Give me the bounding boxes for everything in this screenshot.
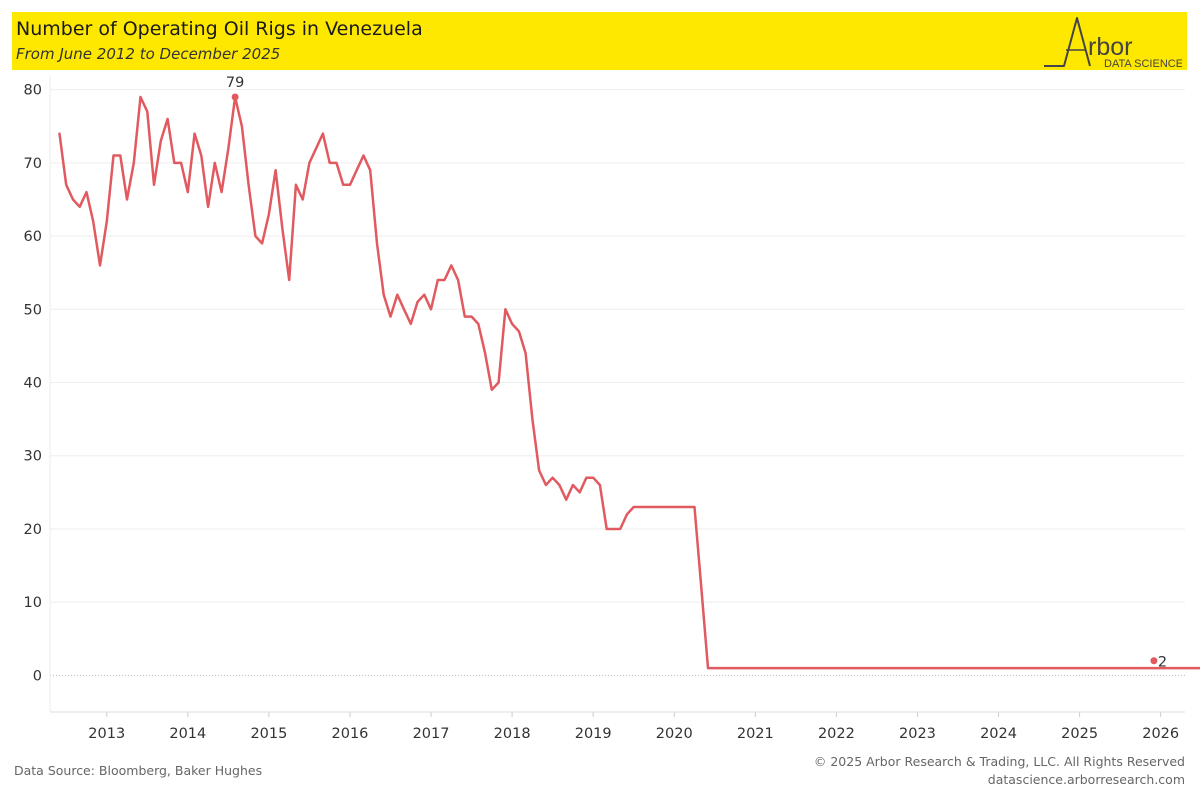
axes bbox=[49, 75, 1185, 713]
x-tick-label: 2018 bbox=[494, 726, 531, 742]
logo-tagline: DATA SCIENCE bbox=[1104, 58, 1182, 68]
x-tick-label: 2024 bbox=[980, 726, 1017, 742]
logo-wordmark: rbor bbox=[1088, 33, 1132, 61]
x-tick-label: 2013 bbox=[88, 726, 125, 742]
y-tick-label: 0 bbox=[33, 668, 42, 684]
x-tick-label: 2019 bbox=[575, 726, 612, 742]
y-tick-label: 80 bbox=[24, 83, 42, 99]
y-tick-label: 70 bbox=[24, 156, 42, 172]
y-tick-label: 50 bbox=[24, 302, 42, 318]
annotation-label: 79 bbox=[226, 75, 244, 91]
chart-subtitle: From June 2012 to December 2025 bbox=[16, 45, 281, 63]
x-tick-label: 2020 bbox=[656, 726, 693, 742]
series bbox=[58, 95, 1200, 670]
gridlines bbox=[50, 89, 1185, 676]
x-tick-label: 2014 bbox=[169, 726, 206, 742]
x-tick-label: 2023 bbox=[899, 726, 936, 742]
x-tick-label: 2015 bbox=[250, 726, 287, 742]
annotation-point bbox=[1150, 657, 1158, 665]
x-tick-label: 2017 bbox=[413, 726, 450, 742]
x-tick-label: 2021 bbox=[737, 726, 774, 742]
x-tick-label: 2026 bbox=[1142, 726, 1179, 742]
annotations: 79 2 bbox=[226, 75, 1167, 671]
website-link[interactable]: datascience.arborresearch.com bbox=[987, 772, 1185, 787]
y-tick-label: 10 bbox=[24, 595, 42, 611]
x-tick-label: 2022 bbox=[818, 726, 855, 742]
annotation-label: 2 bbox=[1158, 655, 1167, 671]
chart-title: Number of Operating Oil Rigs in Venezuel… bbox=[16, 18, 423, 40]
y-tick-label: 20 bbox=[24, 522, 42, 538]
annotation-point bbox=[231, 93, 239, 101]
x-tick-label: 2016 bbox=[332, 726, 369, 742]
y-axis-ticks: 0 10 20 30 40 50 60 70 80 bbox=[24, 83, 42, 685]
data-source-note: Data Source: Bloomberg, Baker Hughes bbox=[14, 763, 263, 778]
x-tick-label: 2025 bbox=[1061, 726, 1098, 742]
y-tick-label: 60 bbox=[24, 229, 42, 245]
x-axis-ticks: 2013 2014 2015 2016 2017 2018 2019 2020 2021 2022… bbox=[88, 712, 1179, 742]
logo-mountain-icon bbox=[1044, 17, 1091, 67]
series-line-0 bbox=[58, 95, 1200, 670]
y-tick-label: 30 bbox=[24, 449, 42, 465]
y-tick-label: 40 bbox=[24, 376, 42, 392]
title-banner: Number of Operating Oil Rigs in Venezuel… bbox=[12, 12, 1187, 70]
copyright-notice: © 2025 Arbor Research & Trading, LLC. Al… bbox=[813, 754, 1185, 769]
arbor-logo: rbor DATA SCIENCE bbox=[1044, 17, 1182, 68]
